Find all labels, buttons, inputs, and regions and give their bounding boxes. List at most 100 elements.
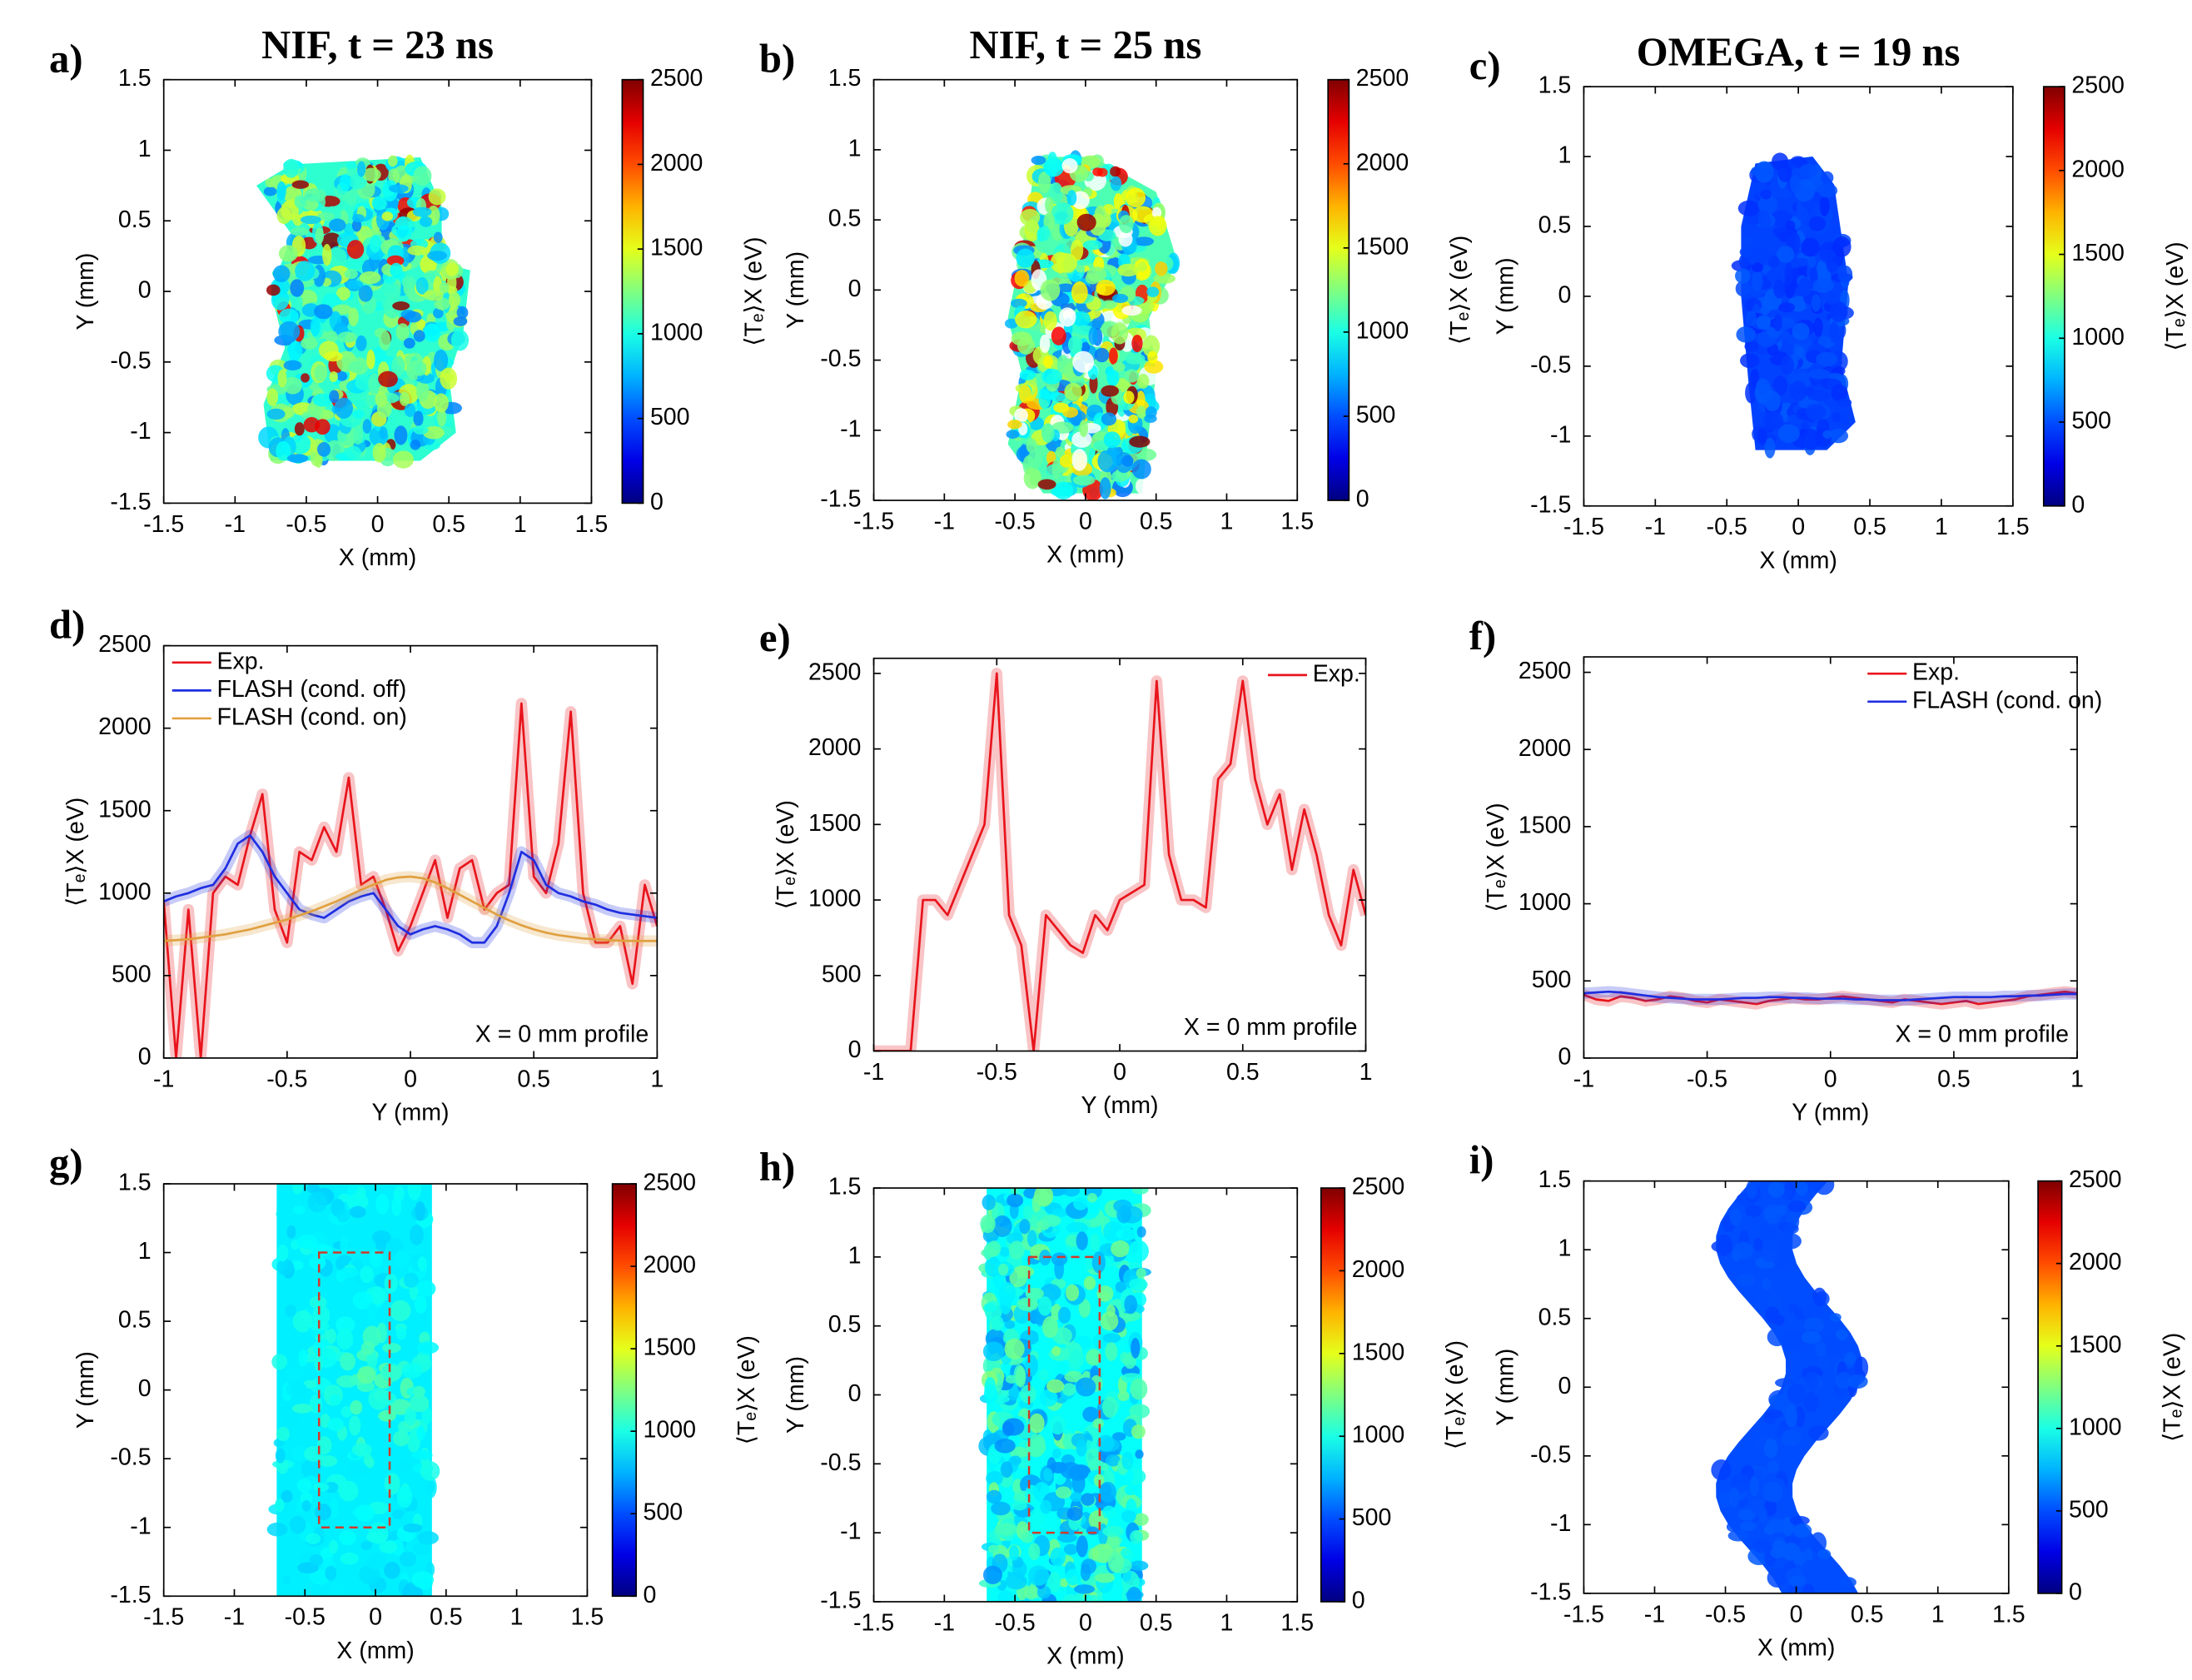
heatmap-texture xyxy=(368,372,381,395)
heatmap-texture xyxy=(1020,1384,1036,1404)
heatmap-texture xyxy=(1760,189,1772,200)
x-tick-label: -1.5 xyxy=(1563,1601,1604,1628)
heatmap-texture xyxy=(1066,1221,1088,1235)
heatmap-texture xyxy=(1100,1311,1119,1331)
heatmap-texture xyxy=(324,350,343,362)
heatmap-texture xyxy=(1740,353,1760,369)
heatmap-texture xyxy=(1813,1388,1827,1397)
heatmap-texture xyxy=(1051,459,1061,480)
heatmap-texture xyxy=(1148,216,1167,236)
heatmap-texture xyxy=(1072,350,1095,373)
heatmap-texture xyxy=(1790,156,1806,167)
heatmap-texture xyxy=(276,1244,289,1262)
x-tick-label: 1 xyxy=(1935,514,1948,540)
heatmap-texture xyxy=(1102,1333,1121,1344)
heatmap-texture xyxy=(1847,1374,1868,1389)
heatmap-texture xyxy=(349,173,367,190)
heatmap-texture xyxy=(415,276,429,295)
heatmap-texture xyxy=(998,1281,1016,1305)
heatmap-texture xyxy=(1076,1377,1096,1397)
x-tick-label: 0.5 xyxy=(432,511,465,538)
heatmap-texture xyxy=(1130,1378,1148,1400)
plot-area xyxy=(163,698,658,1058)
heatmap-texture xyxy=(276,1426,290,1441)
colorbar-tick-label: 2000 xyxy=(1356,149,1409,176)
heatmap-texture xyxy=(1052,1327,1072,1344)
panel: 0 500 1000 1500 2000 2500 ⟨Tₑ⟩X (eV) -1.5 -1 -0.5… xyxy=(1469,1138,2186,1662)
x-tick-label: -0.5 xyxy=(995,1609,1036,1636)
x-tick-label: 0 xyxy=(1824,1066,1837,1092)
heatmap-texture xyxy=(360,1340,375,1355)
heatmap-texture xyxy=(1131,1424,1146,1439)
heatmap-texture xyxy=(411,1450,433,1460)
heatmap-texture xyxy=(1766,1518,1788,1533)
heatmap-texture xyxy=(313,1483,330,1492)
heatmap-texture xyxy=(1065,1284,1080,1301)
heatmap-texture xyxy=(290,227,310,236)
heatmap-texture xyxy=(312,393,333,407)
y-tick-label: 1000 xyxy=(98,878,151,905)
y-tick-label: 0.5 xyxy=(1538,212,1572,239)
heatmap-texture xyxy=(1099,477,1111,500)
heatmap-texture xyxy=(1008,1240,1025,1260)
heatmap-texture xyxy=(407,1184,422,1200)
analysis-box xyxy=(1027,1255,1101,1534)
heatmap-texture xyxy=(395,1250,409,1269)
x-tick-label: 1.5 xyxy=(1280,1609,1314,1636)
heatmap-texture xyxy=(1038,1369,1049,1381)
heatmap-texture xyxy=(1831,384,1848,401)
heatmap-texture xyxy=(1051,1345,1061,1356)
x-tick-label: -0.5 xyxy=(286,511,326,538)
heatmap-texture xyxy=(995,1523,1017,1536)
heatmap-texture xyxy=(1086,266,1107,282)
heatmap-texture xyxy=(371,1230,391,1245)
heatmap-texture xyxy=(1142,335,1161,358)
heatmap-texture xyxy=(1007,1193,1024,1208)
heatmap-texture xyxy=(418,1578,433,1590)
x-axis-label: Y (mm) xyxy=(1792,1100,1869,1126)
heatmap-texture xyxy=(1045,196,1055,214)
x-tick-label: -1 xyxy=(863,1059,884,1086)
heatmap-texture xyxy=(395,225,411,242)
heatmap-texture xyxy=(410,440,421,450)
y-tick-label: 2000 xyxy=(1518,735,1571,762)
heatmap-texture xyxy=(1832,412,1842,423)
colorbar-tick-label: 500 xyxy=(644,1499,683,1526)
heatmap-texture xyxy=(384,1274,398,1294)
heatmap-texture xyxy=(1737,200,1761,216)
y-axis-label: ⟨Tₑ⟩X (eV) xyxy=(773,800,799,909)
colorbar-tick-label: 0 xyxy=(1356,486,1369,513)
heatmap-texture xyxy=(1792,257,1811,267)
y-tick-label: 0.5 xyxy=(1538,1304,1572,1330)
heatmap-texture xyxy=(1757,1506,1767,1523)
heatmap-texture xyxy=(1757,427,1767,445)
heatmap-texture xyxy=(1805,403,1827,420)
y-tick-label: 2000 xyxy=(98,713,151,740)
x-tick-label: 0 xyxy=(1079,508,1092,534)
heatmap-texture xyxy=(1074,1584,1096,1594)
heatmap-texture xyxy=(1066,190,1077,206)
annotation: X = 0 mm profile xyxy=(475,1021,649,1048)
colorbar-tick-label: 2500 xyxy=(1352,1174,1404,1200)
heatmap-texture xyxy=(1046,1379,1065,1394)
heatmap-texture xyxy=(1799,163,1818,178)
heatmap-texture xyxy=(1124,369,1140,383)
heatmap-texture xyxy=(403,1272,419,1288)
heatmap-texture xyxy=(379,331,391,351)
heatmap-texture xyxy=(1797,277,1812,296)
heatmap-texture xyxy=(1854,1356,1869,1379)
heatmap-texture xyxy=(339,1267,360,1279)
colorbar-tick-label: 2500 xyxy=(1356,65,1409,92)
heatmap-texture xyxy=(276,1259,295,1275)
colorbar-tick-label: 1000 xyxy=(1356,317,1409,344)
heatmap-texture xyxy=(266,408,286,420)
heatmap-texture xyxy=(401,276,416,290)
heatmap-texture xyxy=(392,301,410,311)
colorbar-tick-label: 0 xyxy=(2069,1578,2082,1605)
panel: 0 500 1000 1500 2000 2500 ⟨Tₑ⟩X (eV) -1.5 -1 -0.5… xyxy=(759,1145,1469,1670)
heatmap-texture xyxy=(1063,1543,1078,1555)
heatmap-texture xyxy=(1072,475,1096,486)
y-tick-label: 500 xyxy=(1532,967,1572,993)
y-tick-label: 0 xyxy=(848,1036,862,1063)
